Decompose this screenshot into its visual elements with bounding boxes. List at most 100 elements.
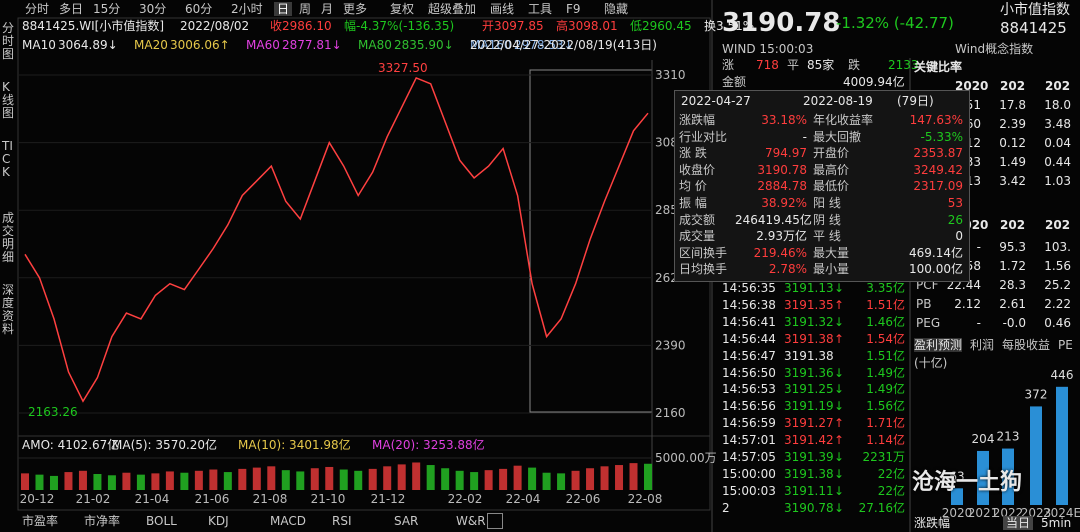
tick-amount: 1.51亿 bbox=[866, 297, 905, 312]
toolbar-tab[interactable]: 更多 bbox=[343, 2, 368, 16]
volume-bar bbox=[470, 472, 479, 490]
forecast-tab[interactable]: PE bbox=[1058, 338, 1073, 352]
quote-change: -1.32% (-42.77) bbox=[836, 14, 954, 32]
toolbar-tab[interactable]: 周 bbox=[299, 2, 312, 16]
toolbar-tool[interactable]: 复权 bbox=[390, 2, 415, 16]
forecast-year: 2024E bbox=[1043, 506, 1080, 520]
quote-source: WIND 15:00:03 bbox=[722, 42, 814, 56]
popup-value: 33.18% bbox=[761, 113, 807, 127]
tick-time: 2 bbox=[722, 500, 730, 515]
toolbar-tool[interactable]: 超级叠加 bbox=[428, 2, 477, 16]
popup-label: 收盘价 bbox=[679, 162, 716, 177]
tick-arrow: ↓ bbox=[834, 466, 845, 481]
side-tab[interactable]: 深度资料 bbox=[2, 283, 15, 336]
forecast-unit: (十亿) bbox=[914, 356, 948, 370]
tick-arrow: ↓ bbox=[834, 382, 845, 397]
volume-ma: MA(20): 3253.88亿 bbox=[372, 438, 485, 452]
toolbar-tab[interactable]: 60分 bbox=[185, 2, 213, 16]
toolbar-tab[interactable]: 月 bbox=[321, 2, 334, 16]
volume-bar bbox=[354, 470, 363, 490]
x-tick-label: 21-04 bbox=[135, 492, 170, 506]
bottom-tab[interactable]: MACD bbox=[270, 514, 306, 528]
info-item: 开3097.85 bbox=[482, 19, 544, 33]
ma-label: MA60 bbox=[246, 38, 280, 52]
tick-time: 14:57:05 bbox=[722, 450, 776, 464]
toolbar-tab[interactable]: 分时 bbox=[25, 2, 50, 16]
forecast-value: 446 bbox=[1051, 368, 1074, 382]
ratio-value: 2.39 bbox=[999, 117, 1026, 131]
side-tab[interactable]: 成交明细 bbox=[2, 211, 15, 264]
toolbar-tab[interactable]: 30分 bbox=[139, 2, 167, 16]
tick-time: 14:56:47 bbox=[722, 348, 776, 363]
tick-time: 15:00:03 bbox=[722, 483, 776, 498]
popup-label: 涨跌幅 bbox=[679, 113, 716, 127]
popup-value: - bbox=[802, 129, 807, 144]
tick-time: 14:56:41 bbox=[722, 314, 776, 329]
forecast-tab[interactable]: 每股收益 bbox=[1002, 338, 1051, 352]
ratio-label: PB bbox=[916, 297, 932, 311]
info-item: 低2960.45 bbox=[630, 19, 692, 33]
popup-value: 2.93万亿 bbox=[756, 229, 807, 244]
toolbar-tool[interactable]: 工具 bbox=[528, 2, 553, 16]
popup-label: 成交额 bbox=[679, 212, 716, 227]
volume-bar bbox=[194, 470, 203, 490]
volume-bar bbox=[64, 472, 73, 490]
toolbar-tool[interactable]: F9 bbox=[566, 2, 581, 16]
forecast-tab[interactable]: 盈利预测 bbox=[914, 338, 963, 352]
volume-bar bbox=[93, 474, 102, 490]
bottom-tab[interactable]: BOLL bbox=[146, 514, 177, 528]
footer-tab[interactable]: 当日 bbox=[1003, 516, 1034, 530]
side-tab[interactable]: 分时图 bbox=[2, 21, 15, 61]
popup-value: 3249.42 bbox=[913, 162, 963, 177]
bottom-tab[interactable]: RSI bbox=[332, 514, 352, 528]
ma-value: 2835.90↓ bbox=[394, 38, 454, 52]
popup-label: 行业对比 bbox=[679, 129, 728, 144]
bottom-tab[interactable]: KDJ bbox=[208, 514, 229, 528]
toolbar-tab[interactable]: 15分 bbox=[93, 2, 121, 16]
quote-category: Wind概念指数 bbox=[955, 42, 1034, 56]
popup-value: 2317.09 bbox=[913, 179, 963, 194]
bottom-tab[interactable]: 市盈率 bbox=[22, 514, 59, 528]
ratio-value: 17.8 bbox=[999, 98, 1026, 112]
selection-box bbox=[529, 69, 653, 413]
range-stat: 2022/04/27-2022/08/19(413日) bbox=[470, 38, 657, 52]
volume-bar bbox=[238, 468, 247, 490]
toolbar-tool[interactable]: 隐藏 bbox=[604, 2, 629, 16]
volume-bar bbox=[397, 464, 406, 490]
breadth-item: 平 bbox=[787, 58, 800, 72]
tick-price: 3191.11 bbox=[784, 483, 834, 498]
info-item: 幅-4.37%(-136.35) bbox=[344, 19, 455, 33]
volume-bar bbox=[586, 468, 595, 490]
add-tab-button[interactable] bbox=[487, 513, 503, 529]
volume-bar bbox=[223, 472, 232, 490]
breadth-item: 718 bbox=[756, 58, 779, 72]
toolbar-tab[interactable]: 2小时 bbox=[231, 2, 263, 16]
popup-label: 成交量 bbox=[679, 229, 716, 244]
forecast-tab[interactable]: 利润 bbox=[970, 338, 995, 352]
toolbar-tab[interactable]: 日 bbox=[274, 2, 293, 16]
bottom-tab[interactable]: W&R bbox=[456, 514, 486, 528]
info-item: 8841425.WI[小市值指数] bbox=[22, 19, 165, 33]
bottom-tab[interactable]: SAR bbox=[394, 514, 419, 528]
toolbar-tool[interactable]: 画线 bbox=[490, 2, 515, 16]
popup-value: 38.92% bbox=[761, 196, 807, 210]
tick-arrow: ↓ bbox=[834, 450, 845, 464]
side-tab[interactable]: K线图 bbox=[2, 80, 15, 120]
tick-amount: 1.71亿 bbox=[866, 416, 905, 431]
volume-bar bbox=[557, 473, 566, 490]
bottom-tab[interactable]: 市净率 bbox=[84, 514, 121, 528]
volume-ma: MA(10): 3401.98亿 bbox=[238, 438, 351, 452]
low-label: 2163.26 bbox=[28, 405, 78, 419]
ratio-value: 3.42 bbox=[999, 174, 1026, 188]
volume-bar bbox=[122, 472, 131, 490]
footer-tab[interactable]: 5min bbox=[1041, 516, 1072, 530]
tick-arrow: ↓ bbox=[834, 399, 845, 414]
ratio-value: 1.72 bbox=[999, 259, 1026, 273]
tick-arrow: ↓ bbox=[834, 281, 845, 295]
volume-title: AMO: 4102.67亿 bbox=[22, 438, 120, 452]
tick-price: 3191.38 bbox=[784, 331, 834, 346]
side-tab[interactable]: TICK bbox=[2, 139, 13, 179]
toolbar-tab[interactable]: 多日 bbox=[59, 2, 84, 16]
